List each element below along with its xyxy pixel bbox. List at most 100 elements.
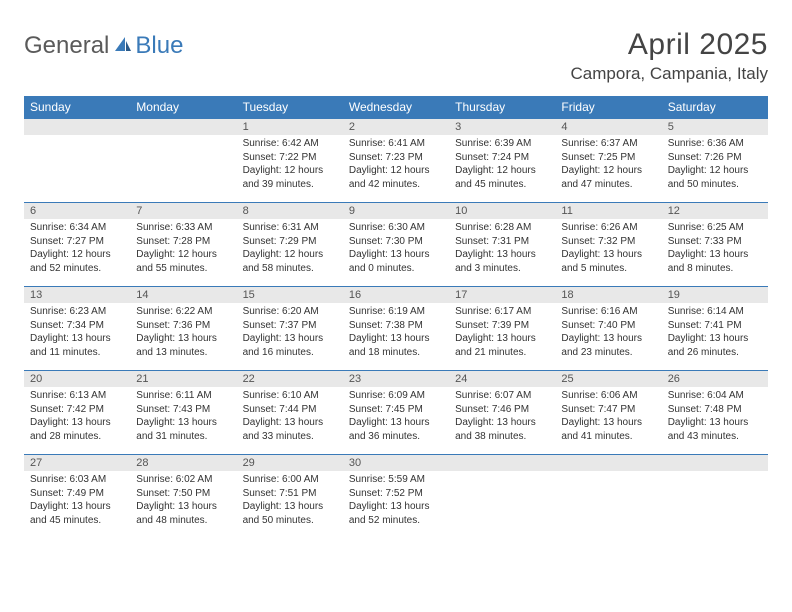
sunrise-line: Sunrise: 6:25 AM	[668, 221, 762, 235]
day-details: Sunrise: 6:03 AMSunset: 7:49 PMDaylight:…	[24, 471, 130, 531]
sunrise-line: Sunrise: 6:19 AM	[349, 305, 443, 319]
sunrise-line: Sunrise: 6:06 AM	[561, 389, 655, 403]
calendar-cell: 23 Sunrise: 6:09 AMSunset: 7:45 PMDayligh…	[343, 370, 449, 454]
day-number: 21	[130, 370, 236, 387]
calendar-cell: 9Sunrise: 6:30 AMSunset: 7:30 PMDaylight…	[343, 202, 449, 286]
sunset-line: Sunset: 7:45 PM	[349, 403, 443, 417]
sunset-line: Sunset: 7:40 PM	[561, 319, 655, 333]
day-number: 30	[343, 454, 449, 471]
daylight-line: Daylight: 12 hours and 50 minutes.	[668, 164, 762, 191]
calendar-cell: 13Sunrise: 6:23 AMSunset: 7:34 PMDayligh…	[24, 286, 130, 370]
logo-sail-icon	[113, 32, 133, 60]
day-details: Sunrise: 6:02 AMSunset: 7:50 PMDaylight:…	[130, 471, 236, 531]
sunrise-line: Sunrise: 6:11 AM	[136, 389, 230, 403]
sunrise-line: Sunrise: 6:07 AM	[455, 389, 549, 403]
calendar-cell: 10Sunrise: 6:28 AMSunset: 7:31 PMDayligh…	[449, 202, 555, 286]
sunset-line: Sunset: 7:24 PM	[455, 151, 549, 165]
day-details: Sunrise: 6:33 AMSunset: 7:28 PMDaylight:…	[130, 219, 236, 279]
daylight-line: Daylight: 13 hours and 18 minutes.	[349, 332, 443, 359]
day-number: 14	[130, 286, 236, 303]
day-details: Sunrise: 6:31 AMSunset: 7:29 PMDaylight:…	[237, 219, 343, 279]
title-block: April 2025 Campora, Campania, Italy	[571, 28, 768, 84]
daylight-line: Daylight: 13 hours and 31 minutes.	[136, 416, 230, 443]
calendar-cell: 26Sunrise: 6:04 AMSunset: 7:48 PMDayligh…	[662, 370, 768, 454]
calendar-cell	[555, 454, 661, 538]
calendar-cell: 4Sunrise: 6:37 AMSunset: 7:25 PMDaylight…	[555, 118, 661, 202]
calendar-cell: 11Sunrise: 6:26 AMSunset: 7:32 PMDayligh…	[555, 202, 661, 286]
calendar-cell: 6Sunrise: 6:34 AMSunset: 7:27 PMDaylight…	[24, 202, 130, 286]
calendar-cell	[24, 118, 130, 202]
calendar-cell: 28Sunrise: 6:02 AMSunset: 7:50 PMDayligh…	[130, 454, 236, 538]
sunset-line: Sunset: 7:42 PM	[30, 403, 124, 417]
daylight-line: Daylight: 13 hours and 36 minutes.	[349, 416, 443, 443]
day-details: Sunrise: 5:59 AMSunset: 7:52 PMDaylight:…	[343, 471, 449, 531]
calendar-cell: 8Sunrise: 6:31 AMSunset: 7:29 PMDaylight…	[237, 202, 343, 286]
day-number: 4	[555, 118, 661, 135]
weekday-header: Tuesday	[237, 96, 343, 118]
sunset-line: Sunset: 7:47 PM	[561, 403, 655, 417]
calendar-week-row: 1Sunrise: 6:42 AMSunset: 7:22 PMDaylight…	[24, 118, 768, 202]
day-number: 2	[343, 118, 449, 135]
empty-day	[130, 118, 236, 135]
daylight-line: Daylight: 12 hours and 47 minutes.	[561, 164, 655, 191]
sunset-line: Sunset: 7:49 PM	[30, 487, 124, 501]
sunset-line: Sunset: 7:37 PM	[243, 319, 337, 333]
logo-text-part1: General	[24, 32, 109, 60]
day-details: Sunrise: 6:13 AMSunset: 7:42 PMDaylight:…	[24, 387, 130, 447]
day-number: 29	[237, 454, 343, 471]
calendar-cell: 7Sunrise: 6:33 AMSunset: 7:28 PMDaylight…	[130, 202, 236, 286]
weekday-header: Monday	[130, 96, 236, 118]
calendar-week-row: 20Sunrise: 6:13 AMSunset: 7:42 PMDayligh…	[24, 370, 768, 454]
day-details: Sunrise: 6:20 AMSunset: 7:37 PMDaylight:…	[237, 303, 343, 363]
calendar-cell: 5Sunrise: 6:36 AMSunset: 7:26 PMDaylight…	[662, 118, 768, 202]
calendar-cell: 30Sunrise: 5:59 AMSunset: 7:52 PMDayligh…	[343, 454, 449, 538]
weekday-header-row: SundayMondayTuesdayWednesdayThursdayFrid…	[24, 96, 768, 118]
sunrise-line: Sunrise: 6:33 AM	[136, 221, 230, 235]
daylight-line: Daylight: 12 hours and 39 minutes.	[243, 164, 337, 191]
sunset-line: Sunset: 7:43 PM	[136, 403, 230, 417]
calendar-cell	[662, 454, 768, 538]
daylight-line: Daylight: 13 hours and 43 minutes.	[668, 416, 762, 443]
day-number: 23	[343, 370, 449, 387]
empty-day	[449, 454, 555, 471]
daylight-line: Daylight: 13 hours and 0 minutes.	[349, 248, 443, 275]
sunrise-line: Sunrise: 6:14 AM	[668, 305, 762, 319]
daylight-line: Daylight: 13 hours and 48 minutes.	[136, 500, 230, 527]
daylight-line: Daylight: 13 hours and 23 minutes.	[561, 332, 655, 359]
day-number: 11	[555, 202, 661, 219]
day-details: Sunrise: 6:22 AMSunset: 7:36 PMDaylight:…	[130, 303, 236, 363]
calendar-cell: 29Sunrise: 6:00 AMSunset: 7:51 PMDayligh…	[237, 454, 343, 538]
day-details: Sunrise: 6:42 AMSunset: 7:22 PMDaylight:…	[237, 135, 343, 195]
day-details: Sunrise: 6:19 AMSunset: 7:38 PMDaylight:…	[343, 303, 449, 363]
day-number: 9	[343, 202, 449, 219]
calendar-cell: 21 Sunrise: 6:11 AMSunset: 7:43 PMDayligh…	[130, 370, 236, 454]
sunrise-line: Sunrise: 6:10 AM	[243, 389, 337, 403]
weekday-header: Friday	[555, 96, 661, 118]
calendar-body: 1Sunrise: 6:42 AMSunset: 7:22 PMDaylight…	[24, 118, 768, 538]
sunset-line: Sunset: 7:34 PM	[30, 319, 124, 333]
sunrise-line: Sunrise: 6:30 AM	[349, 221, 443, 235]
day-details: Sunrise: 6:36 AMSunset: 7:26 PMDaylight:…	[662, 135, 768, 195]
calendar-cell: 19Sunrise: 6:14 AMSunset: 7:41 PMDayligh…	[662, 286, 768, 370]
sunset-line: Sunset: 7:29 PM	[243, 235, 337, 249]
calendar-cell: 15Sunrise: 6:20 AMSunset: 7:37 PMDayligh…	[237, 286, 343, 370]
calendar-table: SundayMondayTuesdayWednesdayThursdayFrid…	[24, 96, 768, 538]
day-number: 26	[662, 370, 768, 387]
day-details: Sunrise: 6:39 AMSunset: 7:24 PMDaylight:…	[449, 135, 555, 195]
day-number: 16	[343, 286, 449, 303]
daylight-line: Daylight: 13 hours and 5 minutes.	[561, 248, 655, 275]
day-details: Sunrise: 6:04 AMSunset: 7:48 PMDaylight:…	[662, 387, 768, 447]
sunset-line: Sunset: 7:38 PM	[349, 319, 443, 333]
day-number: 19	[662, 286, 768, 303]
month-title: April 2025	[571, 28, 768, 62]
empty-day	[662, 454, 768, 471]
calendar-cell: 3Sunrise: 6:39 AMSunset: 7:24 PMDaylight…	[449, 118, 555, 202]
sunset-line: Sunset: 7:46 PM	[455, 403, 549, 417]
sunrise-line: Sunrise: 6:09 AM	[349, 389, 443, 403]
sunrise-line: Sunrise: 6:37 AM	[561, 137, 655, 151]
day-number: 1	[237, 118, 343, 135]
calendar-week-row: 27Sunrise: 6:03 AMSunset: 7:49 PMDayligh…	[24, 454, 768, 538]
sunset-line: Sunset: 7:44 PM	[243, 403, 337, 417]
daylight-line: Daylight: 13 hours and 11 minutes.	[30, 332, 124, 359]
daylight-line: Daylight: 12 hours and 45 minutes.	[455, 164, 549, 191]
